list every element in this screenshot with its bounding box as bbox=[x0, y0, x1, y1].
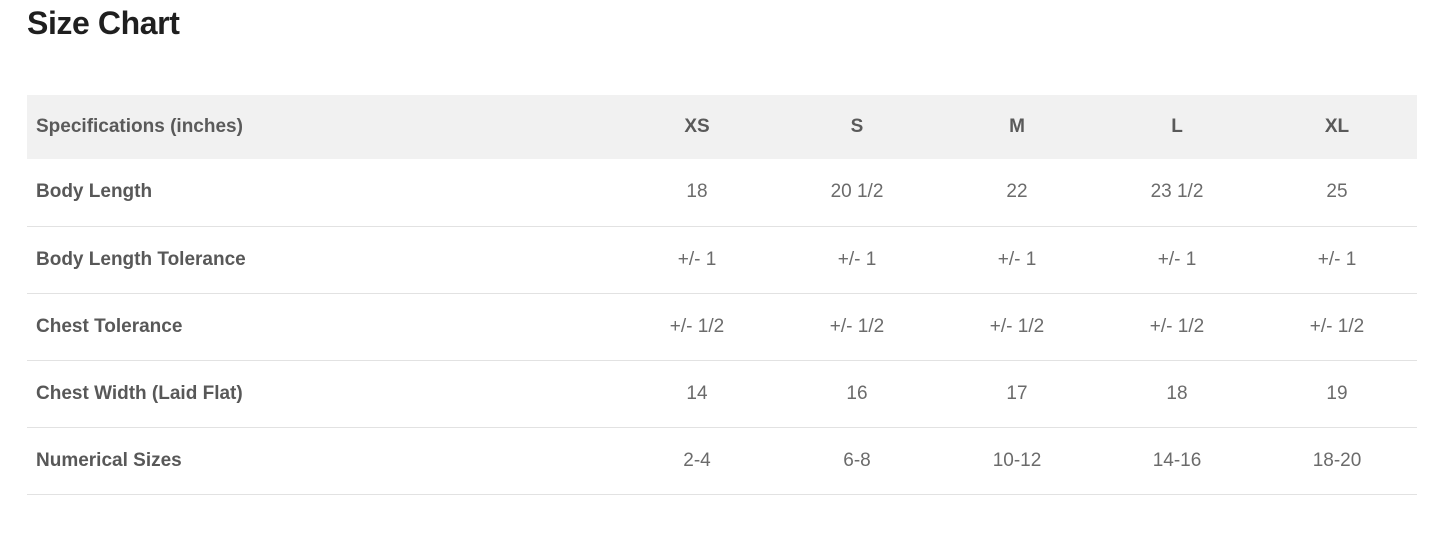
column-header-xs: XS bbox=[617, 95, 777, 159]
cell-value: 14 bbox=[617, 360, 777, 428]
table-row: Body Length Tolerance +/- 1 +/- 1 +/- 1 … bbox=[27, 226, 1417, 294]
column-header-specifications: Specifications (inches) bbox=[27, 95, 617, 159]
row-label: Chest Width (Laid Flat) bbox=[27, 360, 617, 428]
cell-value: +/- 1 bbox=[777, 226, 937, 294]
table-row: Chest Width (Laid Flat) 14 16 17 18 19 bbox=[27, 360, 1417, 428]
cell-value: +/- 1/2 bbox=[937, 293, 1097, 361]
column-header-s: S bbox=[777, 95, 937, 159]
cell-value: +/- 1 bbox=[617, 226, 777, 294]
size-chart-table: Specifications (inches) XS S M L XL Body… bbox=[27, 95, 1417, 495]
cell-value: 20 1/2 bbox=[777, 159, 937, 227]
cell-value: +/- 1 bbox=[1257, 226, 1417, 294]
cell-value: 23 1/2 bbox=[1097, 159, 1257, 227]
cell-value: 18-20 bbox=[1257, 427, 1417, 495]
cell-value: 25 bbox=[1257, 159, 1417, 227]
row-label: Body Length bbox=[27, 159, 617, 227]
cell-value: +/- 1 bbox=[1097, 226, 1257, 294]
row-label: Chest Tolerance bbox=[27, 293, 617, 361]
cell-value: +/- 1/2 bbox=[617, 293, 777, 361]
column-header-l: L bbox=[1097, 95, 1257, 159]
cell-value: 14-16 bbox=[1097, 427, 1257, 495]
column-header-xl: XL bbox=[1257, 95, 1417, 159]
table-body: Body Length 18 20 1/2 22 23 1/2 25 Body … bbox=[27, 159, 1417, 495]
cell-value: 16 bbox=[777, 360, 937, 428]
cell-value: 22 bbox=[937, 159, 1097, 227]
table-row: Chest Tolerance +/- 1/2 +/- 1/2 +/- 1/2 … bbox=[27, 293, 1417, 361]
cell-value: 18 bbox=[617, 159, 777, 227]
cell-value: +/- 1/2 bbox=[777, 293, 937, 361]
cell-value: +/- 1/2 bbox=[1097, 293, 1257, 361]
table-row: Body Length 18 20 1/2 22 23 1/2 25 bbox=[27, 159, 1417, 227]
table-header-row: Specifications (inches) XS S M L XL bbox=[27, 95, 1417, 159]
page-title: Size Chart bbox=[27, 5, 180, 41]
cell-value: 18 bbox=[1097, 360, 1257, 428]
table-header: Specifications (inches) XS S M L XL bbox=[27, 95, 1417, 159]
cell-value: 2-4 bbox=[617, 427, 777, 495]
row-label: Numerical Sizes bbox=[27, 427, 617, 495]
row-label: Body Length Tolerance bbox=[27, 226, 617, 294]
column-header-m: M bbox=[937, 95, 1097, 159]
cell-value: +/- 1 bbox=[937, 226, 1097, 294]
cell-value: 19 bbox=[1257, 360, 1417, 428]
cell-value: 10-12 bbox=[937, 427, 1097, 495]
cell-value: 17 bbox=[937, 360, 1097, 428]
cell-value: 6-8 bbox=[777, 427, 937, 495]
table-row: Numerical Sizes 2-4 6-8 10-12 14-16 18-2… bbox=[27, 427, 1417, 495]
cell-value: +/- 1/2 bbox=[1257, 293, 1417, 361]
